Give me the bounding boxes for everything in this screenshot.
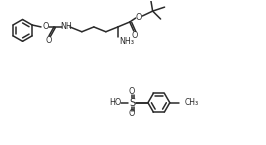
Text: O: O	[132, 31, 138, 40]
Text: CH₃: CH₃	[185, 98, 199, 107]
Text: O: O	[45, 36, 52, 45]
Text: O: O	[129, 109, 135, 118]
Text: O: O	[129, 87, 135, 96]
Text: O: O	[135, 12, 142, 22]
Text: NH: NH	[60, 22, 72, 31]
Text: S: S	[129, 98, 135, 108]
Text: NH₃: NH₃	[119, 37, 134, 46]
Text: O: O	[43, 22, 49, 31]
Text: HO: HO	[109, 98, 121, 107]
